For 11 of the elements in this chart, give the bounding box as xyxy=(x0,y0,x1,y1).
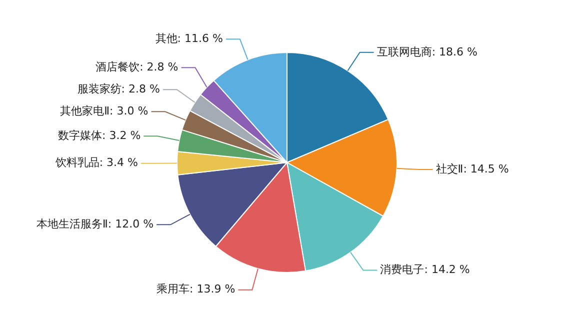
slice-label: 酒店餐饮: 2.8 % xyxy=(96,60,178,74)
slice-label: 互联网电商: 18.6 % xyxy=(376,45,478,58)
slice-label: 饮料乳品: 3.4 % xyxy=(54,156,138,170)
slice-label: 消费电子: 14.2 % xyxy=(380,263,470,276)
slice-label: 社交Ⅱ: 14.5 % xyxy=(436,162,509,176)
slice-label: 本地生活服务Ⅱ: 12.0 % xyxy=(36,217,154,230)
slice-label: 其他家电Ⅱ: 3.0 % xyxy=(60,104,148,118)
slice-label: 数字媒体: 3.2 % xyxy=(58,129,141,142)
slice-label: 服装家纺: 2.8 % xyxy=(77,82,160,96)
slice-label: 其他: 11.6 % xyxy=(155,32,223,46)
slice-label: 乘用车: 13.9 % xyxy=(156,282,236,296)
